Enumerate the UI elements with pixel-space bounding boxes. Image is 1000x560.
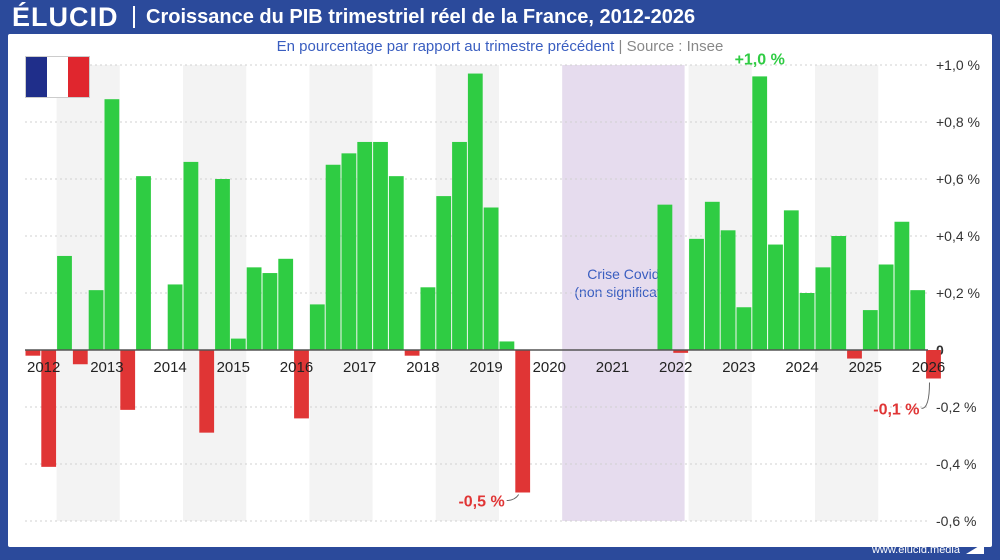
x-tick-label-2018: 2018 [406,359,439,376]
y-tick-label: +1,0 % [936,57,980,73]
flag-white-stripe [47,57,68,97]
bar-2012-q1 [25,350,41,356]
x-tick-label-2024: 2024 [785,359,818,376]
annotation-last-leader [921,382,930,409]
x-tick-label-2026: 2026 [912,359,945,376]
subtitle-source: Source : Insee [626,38,724,55]
bar-2022-q3 [689,238,704,350]
bar-2024-q4 [831,236,847,350]
annotation-min-leader [506,494,520,501]
x-tick-label-2015: 2015 [217,359,250,376]
bar-2023-q1 [720,230,736,350]
covid-sublabel: (non significatif) [574,284,672,300]
elucid-mark-icon [966,543,984,554]
website-link[interactable]: www.elucid.media [871,544,960,556]
bar-2024-q1 [783,210,799,350]
bar-2015-q1 [215,179,230,350]
subtitle-main: En pourcentage par rapport au trimestre … [276,38,615,55]
bar-2022-q4 [704,201,720,350]
bar-2025-q3 [878,264,894,350]
y-tick-label: -0,2 % [936,399,976,415]
bar-2019-q1 [467,73,483,351]
x-tick-label-2016: 2016 [280,359,313,376]
x-tick-label-2025: 2025 [849,359,882,376]
bar-2017-q3 [373,141,388,350]
chart-subtitle: En pourcentage par rapport au trimestre … [0,38,1000,55]
bar-2015-q4 [262,273,278,350]
bar-2016-q2 [294,350,309,419]
covid-label: Crise Covid [587,266,659,282]
x-tick-label-2022: 2022 [659,359,692,376]
bar-2026-q1 [910,290,926,350]
x-tick-label-2013: 2013 [90,359,123,376]
annotation-last: -0,1 % [873,402,919,419]
y-tick-label: +0,6 % [936,171,980,187]
bar-2013-q4 [136,176,151,350]
y-tick-label: +0,4 % [936,228,980,244]
bar-2014-q2 [167,284,183,350]
bar-2012-q2 [41,350,57,467]
bar-2012-q3 [57,255,72,350]
bar-2019-q4 [515,350,531,493]
bar-2016-q4 [325,164,341,350]
bar-2017-q4 [388,176,404,350]
bar-2024-q2 [799,293,815,350]
bar-2013-q1 [88,290,104,350]
bar-2019-q2 [483,207,499,350]
subtitle-separator: | [618,38,623,55]
x-tick-label-2012: 2012 [27,359,60,376]
bar-2018-q2 [420,287,436,350]
bar-2025-q2 [862,310,878,350]
header-bar: ÉLUCID Croissance du PIB trimestriel rée… [0,0,1000,34]
x-tick-label-2019: 2019 [469,359,502,376]
header-separator [133,6,135,28]
y-tick-label: +0,8 % [936,114,980,130]
flag-red-stripe [68,57,89,97]
flag-blue-stripe [26,57,47,97]
bar-2017-q1 [341,153,357,350]
x-tick-label-2014: 2014 [153,359,186,376]
bar-2024-q3 [815,267,831,350]
bar-2023-q3 [752,76,768,351]
bar-2022-q1 [657,204,673,350]
bar-2014-q3 [183,161,199,350]
bar-2026-q2 [926,350,941,379]
x-tick-label-2017: 2017 [343,359,376,376]
france-flag-icon [25,56,90,98]
elucid-logo[interactable]: ÉLUCID [12,2,119,32]
bar-2012-q4 [72,350,88,365]
bar-2016-q1 [278,258,294,350]
annotation-min: -0,5 % [458,494,504,511]
bar-2018-q1 [404,350,420,356]
bar-2013-q3 [120,350,136,410]
bar-2022-q2 [673,350,689,353]
bar-2023-q4 [768,244,783,350]
bar-2014-q4 [199,350,215,433]
bar-2025-q4 [894,221,910,350]
bar-2017-q2 [357,141,373,350]
bar-2019-q3 [499,341,515,350]
bar-2016-q3 [309,304,325,350]
bar-2018-q4 [452,141,467,350]
bar-2025-q1 [847,350,862,359]
bar-2015-q2 [230,338,246,350]
x-tick-label-2020: 2020 [533,359,566,376]
x-tick-label-2021: 2021 [596,359,629,376]
chart-title: Croissance du PIB trimestriel réel de la… [146,6,696,28]
y-tick-label: -0,6 % [936,513,976,529]
x-tick-label-2023: 2023 [722,359,755,376]
y-tick-label: -0,4 % [936,456,976,472]
bar-2015-q3 [246,267,262,350]
y-tick-label: +0,2 % [936,285,980,301]
bar-2023-q2 [736,307,752,350]
annotation-max: +1,0 % [735,51,785,68]
bar-2018-q3 [436,196,452,350]
bar-2013-q2 [104,99,120,350]
